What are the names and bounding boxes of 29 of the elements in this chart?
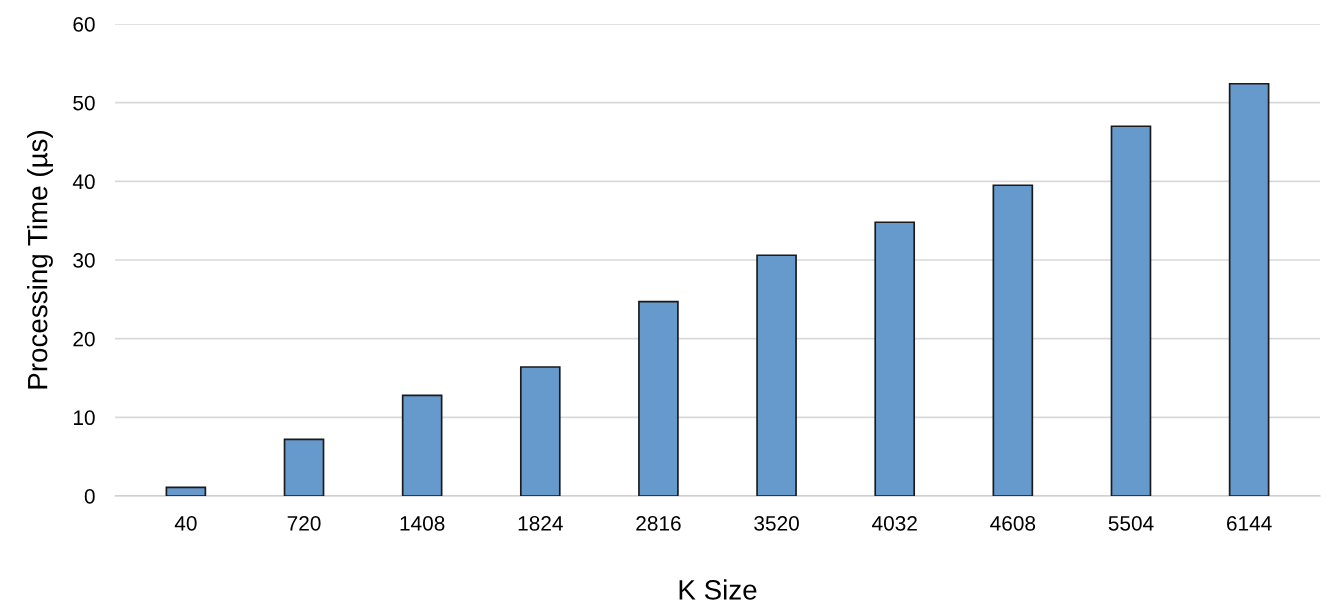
y-tick-label: 40: [72, 174, 95, 190]
x-tick-label: 40: [174, 515, 197, 531]
bar: [756, 254, 797, 496]
bar: [638, 300, 679, 496]
y-tick-label: 20: [73, 331, 95, 347]
x-tick-label: 1408: [400, 515, 445, 531]
x-tick-label: 4608: [990, 515, 1036, 531]
bar: [992, 184, 1034, 496]
bar: [283, 438, 325, 496]
y-axis-title: Processing Time (µs): [27, 131, 53, 389]
y-tick-label: 10: [73, 410, 95, 426]
x-tick-label: 4032: [872, 515, 917, 531]
bar: [874, 221, 916, 496]
y-tick-label: 50: [73, 95, 95, 111]
bar: [1228, 82, 1270, 496]
x-tick-label: 2816: [636, 515, 681, 531]
x-tick-label: 720: [287, 515, 321, 531]
bar: [165, 486, 207, 496]
y-tick-label: 0: [84, 489, 95, 504]
y-tick-label: 30: [73, 253, 95, 268]
bar: [519, 366, 561, 496]
y-tick-label: 60: [73, 17, 95, 32]
x-axis-title: K Size: [679, 579, 757, 600]
bar: [401, 394, 443, 496]
x-tick-label: 1824: [518, 515, 563, 531]
x-tick-label: 3520: [754, 515, 799, 531]
x-tick-label: 5504: [1108, 515, 1154, 531]
bar: [1110, 125, 1152, 496]
x-tick-label: 6144: [1227, 515, 1272, 531]
